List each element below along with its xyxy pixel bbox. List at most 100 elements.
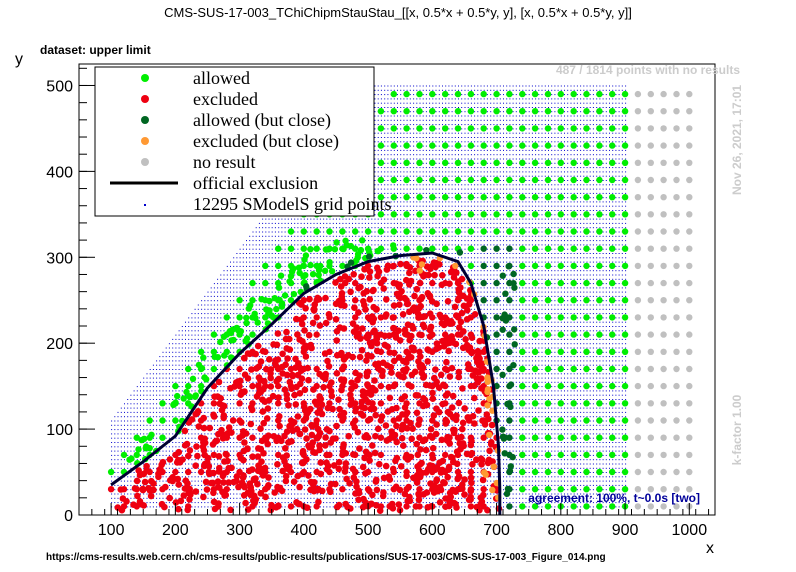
grid-point xyxy=(336,433,337,435)
grid-point xyxy=(596,407,598,409)
grid-point xyxy=(602,484,604,486)
grid-point xyxy=(464,403,466,405)
grid-point xyxy=(393,399,395,400)
grid-point xyxy=(133,399,135,400)
grid-point xyxy=(464,467,466,469)
grid-point xyxy=(159,497,161,499)
grid-point xyxy=(416,502,418,504)
grid-point xyxy=(538,386,540,388)
grid-point xyxy=(178,373,180,375)
grid-point xyxy=(207,403,209,405)
grid-point xyxy=(307,394,309,396)
grid-point xyxy=(483,442,485,443)
grid-point xyxy=(377,459,379,461)
grid-point xyxy=(425,424,427,426)
grid-point xyxy=(194,502,196,504)
grid-point xyxy=(612,493,614,495)
grid-point xyxy=(544,394,546,396)
grid-point xyxy=(551,442,553,443)
grid-point xyxy=(300,411,302,413)
grid-point xyxy=(268,472,270,473)
grid-point xyxy=(625,463,627,465)
grid-point xyxy=(425,463,427,465)
grid-point xyxy=(307,484,309,486)
grid-point xyxy=(188,429,190,431)
grid-point xyxy=(602,442,604,443)
grid-point xyxy=(242,403,244,405)
grid-point xyxy=(531,394,533,396)
grid-point xyxy=(493,416,495,418)
grid-point xyxy=(596,502,598,504)
grid-point xyxy=(149,463,151,465)
grid-point xyxy=(535,407,537,409)
grid-point xyxy=(197,480,199,482)
grid-point xyxy=(429,476,431,478)
grid-point xyxy=(181,416,183,418)
grid-point xyxy=(313,463,315,465)
grid-point xyxy=(515,437,517,439)
grid-point xyxy=(625,416,627,418)
grid-point xyxy=(580,489,582,491)
grid-point xyxy=(336,394,337,396)
grid-point xyxy=(181,467,183,469)
grid-point xyxy=(605,411,607,413)
grid-point xyxy=(233,502,235,504)
grid-point xyxy=(580,467,582,469)
grid-point xyxy=(397,381,398,383)
grid-point xyxy=(525,493,527,495)
grid-point xyxy=(380,381,382,383)
grid-point xyxy=(490,416,492,418)
grid-point xyxy=(236,416,238,418)
grid-point xyxy=(156,373,158,375)
grid-point xyxy=(570,390,572,392)
grid-point xyxy=(522,381,524,383)
grid-point xyxy=(506,446,508,448)
grid-point xyxy=(461,480,463,482)
grid-point xyxy=(339,484,341,486)
grid-point xyxy=(239,399,241,400)
grid-point xyxy=(535,381,537,383)
grid-point xyxy=(303,399,305,400)
grid-point xyxy=(342,506,344,508)
grid-point xyxy=(429,442,431,443)
grid-point xyxy=(307,450,309,452)
grid-point xyxy=(599,459,601,461)
grid-point xyxy=(522,407,524,409)
grid-point xyxy=(133,450,135,452)
grid-point xyxy=(361,420,363,422)
grid-point xyxy=(551,437,553,439)
grid-point xyxy=(152,416,154,418)
grid-point xyxy=(454,381,456,383)
grid-point xyxy=(246,403,247,405)
grid-point xyxy=(506,459,508,461)
grid-point xyxy=(393,416,395,418)
grid-point xyxy=(332,476,334,478)
grid-point xyxy=(162,480,164,482)
grid-point xyxy=(570,377,572,379)
grid-point xyxy=(576,446,578,448)
grid-point xyxy=(133,433,135,435)
grid-point xyxy=(130,437,132,439)
grid-point xyxy=(580,454,582,456)
grid-point xyxy=(185,476,186,478)
grid-point xyxy=(130,403,132,405)
grid-point xyxy=(339,429,341,431)
grid-point xyxy=(159,454,161,456)
grid-point xyxy=(515,463,517,465)
grid-point xyxy=(310,493,312,495)
grid-point xyxy=(281,386,283,388)
grid-point xyxy=(625,394,627,396)
grid-point xyxy=(416,381,418,383)
grid-point xyxy=(297,424,299,426)
grid-point xyxy=(570,429,572,431)
grid-point xyxy=(583,476,585,478)
grid-point xyxy=(230,497,231,499)
grid-point xyxy=(156,381,158,383)
grid-point xyxy=(124,407,125,409)
grid-point xyxy=(278,459,280,461)
grid-point xyxy=(589,394,591,396)
grid-point xyxy=(618,480,620,482)
grid-point xyxy=(477,386,479,388)
grid-point xyxy=(605,459,607,461)
grid-point xyxy=(152,472,154,473)
